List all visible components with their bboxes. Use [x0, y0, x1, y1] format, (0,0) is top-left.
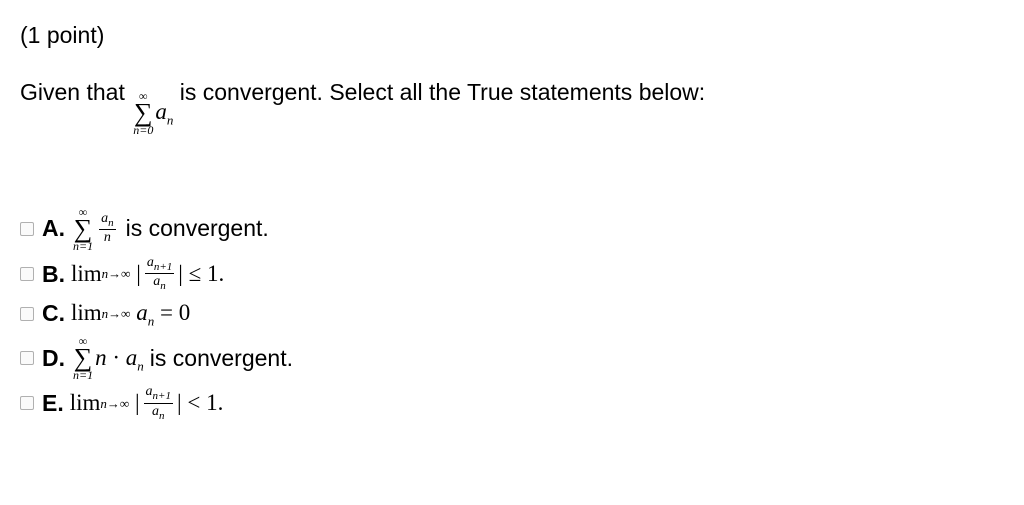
prompt-prefix: Given that	[20, 79, 131, 105]
checkbox-c[interactable]	[20, 307, 34, 321]
frac-ratio-b: an+1 an	[145, 256, 174, 293]
term-an: an	[155, 95, 173, 130]
frac-ratio-e: an+1 an	[144, 385, 173, 422]
option-c-math: limn→∞ an = 0	[71, 296, 190, 331]
sigma-a: ∞ ∑ n=1	[73, 206, 93, 252]
label-a: A.	[42, 211, 65, 246]
option-a-text: is convergent.	[126, 211, 269, 246]
frac-an-n: an n	[99, 212, 116, 246]
label-d: D.	[42, 341, 65, 376]
options-list: A. ∞ ∑ n=1 an n is convergent. B. limn→∞	[20, 206, 1004, 422]
option-b[interactable]: B. limn→∞ | an+1 an | ≤ 1.	[20, 256, 1004, 293]
option-d-math: ∞ ∑ n=1 n · an	[71, 335, 144, 381]
sum-lower: n=0	[133, 124, 153, 136]
points-label: (1 point)	[20, 18, 1004, 53]
label-c: C.	[42, 296, 65, 331]
label-b: B.	[42, 257, 65, 292]
prompt-suffix: is convergent. Select all the True state…	[180, 79, 705, 105]
option-a[interactable]: A. ∞ ∑ n=1 an n is convergent.	[20, 206, 1004, 252]
checkbox-a[interactable]	[20, 222, 34, 236]
prompt-math: ∞ ∑ n=0 an	[131, 90, 173, 136]
checkbox-d[interactable]	[20, 351, 34, 365]
sigma-d: ∞ ∑ n=1	[73, 335, 93, 381]
sigma-icon: ∑	[134, 100, 153, 126]
sigma-n0: ∞ ∑ n=0	[133, 90, 153, 136]
option-d[interactable]: D. ∞ ∑ n=1 n · an is convergent.	[20, 335, 1004, 381]
option-b-math: limn→∞ | an+1 an | ≤ 1.	[71, 256, 224, 293]
option-a-math: ∞ ∑ n=1 an n	[71, 206, 120, 252]
question-prompt: Given that ∞ ∑ n=0 an is convergent. Sel…	[20, 75, 1004, 136]
question-container: (1 point) Given that ∞ ∑ n=0 an is conve…	[0, 0, 1024, 440]
option-e-math: limn→∞ | an+1 an | < 1.	[70, 385, 224, 422]
checkbox-e[interactable]	[20, 396, 34, 410]
option-c[interactable]: C. limn→∞ an = 0	[20, 296, 1004, 331]
checkbox-b[interactable]	[20, 267, 34, 281]
option-e[interactable]: E. limn→∞ | an+1 an | < 1.	[20, 385, 1004, 422]
option-d-text: is convergent.	[150, 341, 293, 376]
label-e: E.	[42, 386, 64, 421]
